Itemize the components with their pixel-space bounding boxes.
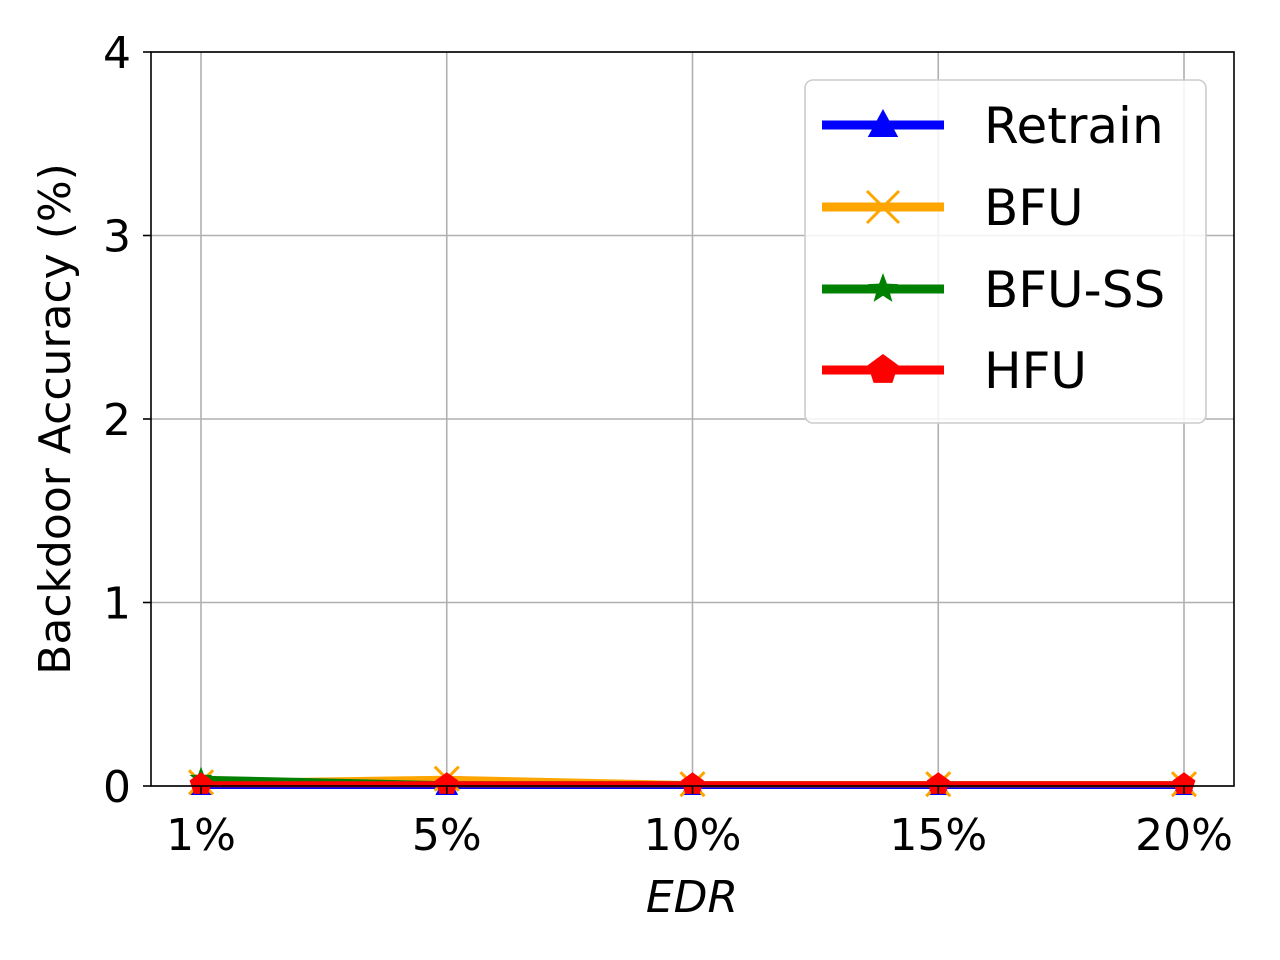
x-tick-label: 5% (412, 810, 482, 861)
legend-label-hfu: HFU (984, 342, 1087, 400)
y-tick-label: 2 (103, 395, 131, 446)
legend-label-bfu-ss: BFU-SS (984, 261, 1165, 319)
legend-marker-bfu (865, 189, 901, 225)
legend: Retrain BFU BFU-SS HFU (804, 79, 1207, 424)
x-tick-label: 15% (889, 810, 987, 861)
x-tick-label: 20% (1135, 810, 1233, 861)
x-axis: 1% 5% 10% 15% 20% (166, 786, 1233, 861)
y-axis-title: Backdoor Accuracy (%) (30, 163, 81, 675)
x-tick-label: 10% (644, 810, 742, 861)
series-hfu (189, 772, 1196, 794)
legend-label-retrain: Retrain (984, 97, 1164, 155)
legend-marker-retrain (867, 109, 899, 137)
y-tick-label: 1 (103, 579, 131, 630)
y-tick-label: 3 (103, 212, 131, 263)
legend-box (804, 79, 1207, 424)
legend-marker-hfu (867, 354, 899, 383)
x-tick-label: 1% (166, 810, 236, 861)
y-axis: 0 1 2 3 4 (103, 28, 151, 813)
data-point-hfu (435, 772, 459, 794)
data-point-hfu (189, 772, 213, 794)
y-tick-label: 0 (103, 762, 131, 813)
x-axis-title: EDR (646, 872, 738, 923)
data-point-hfu (926, 772, 950, 794)
data-point-hfu (681, 772, 704, 794)
data-point-hfu (1172, 772, 1196, 794)
legend-label-bfu: BFU (984, 179, 1084, 237)
legend-marker-bfu-stroke-b (865, 189, 901, 225)
y-tick-label: 4 (103, 28, 131, 79)
legend-marker-bfu-ss (867, 273, 899, 302)
